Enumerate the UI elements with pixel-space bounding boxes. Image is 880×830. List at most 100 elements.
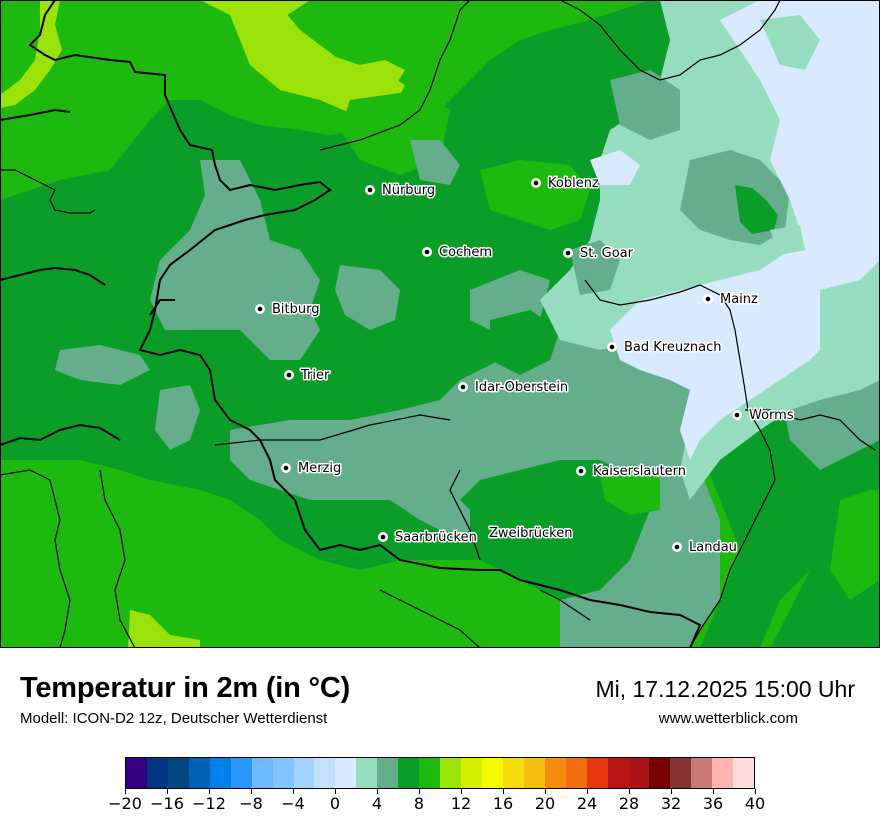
city-label: Nürburg	[382, 183, 435, 198]
colorbar-segment	[167, 758, 189, 788]
colorbar-segment	[481, 758, 503, 788]
colorbar-tick-label: 36	[702, 794, 724, 813]
city-label: Trier	[300, 368, 330, 383]
city-mainz: Mainz	[703, 291, 760, 309]
colorbar-tick	[754, 789, 756, 794]
colorbar-segment	[607, 758, 629, 788]
colorbar-segment	[628, 758, 650, 788]
city-label: St. Goar	[580, 246, 634, 261]
colorbar-segment	[440, 758, 461, 788]
colorbar-segment	[272, 758, 294, 788]
colorbar-tick-label: 20	[534, 794, 556, 813]
forecast-datetime: Mi, 17.12.2025 15:00 Uhr	[595, 676, 855, 702]
city-label: Bitburg	[272, 302, 320, 317]
city-label: Koblenz	[548, 176, 599, 191]
colorbar-segment	[586, 758, 608, 788]
colorbar-tick-label: −20	[108, 794, 142, 813]
temp-zone-2-4-patches	[760, 15, 880, 390]
city-label: Idar-Oberstein	[475, 380, 568, 395]
city-label: Worms	[749, 408, 794, 423]
colorbar-tick-label: 28	[618, 794, 640, 813]
colorbar-tick-label: −4	[281, 794, 305, 813]
city-label: Zweibrücken	[489, 526, 572, 541]
colorbar-tick-label: 32	[660, 794, 682, 813]
city-trier: Trier	[284, 367, 331, 385]
city-bad-kreuznach: Bad Kreuznach	[607, 339, 723, 357]
colorbar-tick	[292, 789, 294, 794]
colorbar-tick	[628, 789, 630, 794]
colorbar-tick-label: 40	[744, 794, 766, 813]
city-label: Saarbrücken	[395, 530, 477, 545]
temp-zone-6-8-east-island	[735, 185, 778, 234]
colorbar-tick	[670, 789, 672, 794]
city-kaiserslautern: Kaiserslautern	[576, 463, 688, 481]
colorbar-tick	[376, 789, 378, 794]
city-cochem: Cochem	[422, 244, 494, 262]
map-title: Temperatur in 2m (in °C)	[20, 672, 351, 704]
website-link[interactable]: www.wetterblick.com	[658, 710, 798, 727]
colorbar-segment	[209, 758, 231, 788]
colorbar-tick	[250, 789, 252, 794]
city-zweibr-cken: Zweibrücken	[488, 525, 574, 543]
colorbar-segment	[544, 758, 566, 788]
colorbar-tick-label: −12	[192, 794, 226, 813]
temp-zone-0-2	[590, 0, 880, 460]
colorbar-tick-label: 4	[371, 794, 383, 813]
colorbar-segment	[565, 758, 587, 788]
temp-zone-8-10-east	[830, 490, 880, 600]
city-n-rburg: Nürburg	[365, 182, 437, 200]
city-label: Kaiserslautern	[593, 464, 686, 479]
colorbar-segment	[126, 758, 147, 788]
city-label: Merzig	[298, 461, 341, 476]
colorbar-tick	[208, 789, 210, 794]
colorbar-segment	[230, 758, 252, 788]
colorbar-segment	[733, 758, 755, 788]
temp-zone-8-10-kaiserslautern	[600, 470, 660, 515]
colorbar-segment	[293, 758, 315, 788]
colorbar-segment	[461, 758, 482, 788]
city-label: Mainz	[720, 292, 758, 307]
colorbar-tick-label: 16	[492, 794, 514, 813]
temperature-colorbar	[125, 757, 755, 789]
colorbar-tick	[124, 789, 126, 794]
colorbar-tick-label: 0	[329, 794, 341, 813]
colorbar-segment	[523, 758, 545, 788]
colorbar-segment	[188, 758, 210, 788]
state-borders	[0, 0, 876, 648]
colorbar-tick	[544, 789, 546, 794]
city-markers: Nürburg Koblenz Cochem St. Goar Bitburg Mainz…	[255, 175, 795, 557]
colorbar-tick	[334, 789, 336, 794]
city-st-goar: St. Goar	[563, 245, 635, 263]
temperature-map: Nürburg Koblenz Cochem St. Goar Bitburg Mainz…	[0, 0, 880, 648]
colorbar-segment	[377, 758, 399, 788]
colorbar-tick-label: −8	[239, 794, 263, 813]
colorbar-segment	[502, 758, 524, 788]
colorbar-segment	[398, 758, 420, 788]
colorbar-segment	[712, 758, 734, 788]
country-borders	[0, 0, 702, 648]
colorbar-segment	[691, 758, 713, 788]
colorbar-tick	[166, 789, 168, 794]
city-landau: Landau	[672, 539, 738, 557]
colorbar-tick	[586, 789, 588, 794]
colorbar-segment	[419, 758, 441, 788]
colorbar-tick-label: 24	[576, 794, 598, 813]
colorbar-tick-label: 12	[450, 794, 472, 813]
city-label: Landau	[689, 540, 737, 555]
city-merzig: Merzig	[281, 460, 343, 478]
city-koblenz: Koblenz	[531, 175, 600, 193]
city-bitburg: Bitburg	[255, 301, 321, 319]
city-idar-oberstein: Idar-Oberstein	[458, 379, 570, 397]
colorbar-tick	[502, 789, 504, 794]
colorbar-tick	[460, 789, 462, 794]
city-label: Cochem	[439, 245, 492, 260]
colorbar-tick-label: 8	[413, 794, 425, 813]
colorbar-segment	[649, 758, 671, 788]
colorbar-tick	[712, 789, 714, 794]
temp-zone-10-12-south	[128, 610, 200, 648]
colorbar-segment	[251, 758, 273, 788]
colorbar-tick-label: −16	[150, 794, 184, 813]
city-worms: Worms	[732, 407, 795, 425]
colorbar-segment	[356, 758, 378, 788]
colorbar-segment	[314, 758, 336, 788]
